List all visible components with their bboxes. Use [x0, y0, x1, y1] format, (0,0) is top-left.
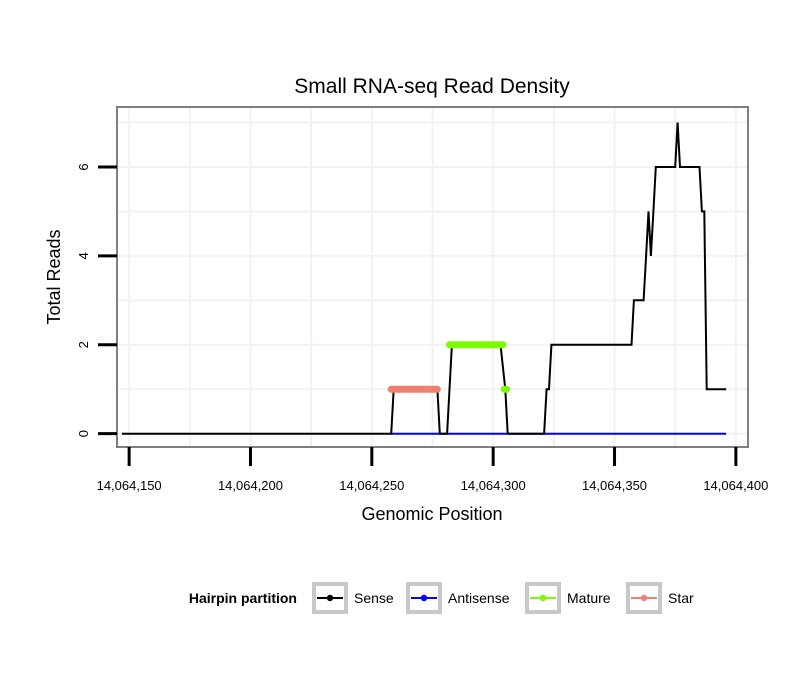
- y-tick-label: 0: [76, 430, 91, 437]
- legend-label: Mature: [567, 590, 611, 606]
- legend-label: Star: [668, 590, 694, 606]
- legend-label: Sense: [354, 590, 394, 606]
- y-tick-label: 2: [76, 341, 91, 348]
- chart-title: Small RNA-seq Read Density: [294, 75, 570, 98]
- legend-key-point: [539, 594, 547, 602]
- series-sense-line: [121, 122, 727, 435]
- legend-title: Hairpin partition: [189, 590, 297, 606]
- legend-key-point: [420, 594, 428, 602]
- legend-item-sense: Sense: [312, 582, 394, 614]
- x-tick-label: 14,064,200: [218, 478, 283, 493]
- legend-key-point: [640, 594, 648, 602]
- x-tick-label: 14,064,350: [582, 478, 647, 493]
- y-axis: 0 2 4 6: [76, 163, 117, 437]
- legend-label: Antisense: [448, 590, 510, 606]
- legend-item-mature: Mature: [525, 582, 611, 614]
- plot-panel-border: [116, 106, 749, 448]
- x-tick-label: 14,064,400: [703, 478, 768, 493]
- y-tick-label: 4: [76, 252, 91, 259]
- x-tick-label: 14,064,250: [339, 478, 404, 493]
- legend-key-point: [326, 594, 334, 602]
- x-tick-label: 14,064,150: [97, 478, 162, 493]
- x-axis-title: Genomic Position: [361, 504, 502, 524]
- y-tick-label: 6: [76, 163, 91, 170]
- grid: [117, 107, 748, 447]
- legend-item-antisense: Antisense: [406, 582, 510, 614]
- y-axis-title: Total Reads: [44, 229, 64, 324]
- series-layer: [121, 122, 727, 435]
- x-axis: 14,064,150 14,064,200 14,064,250 14,064,300…: [97, 447, 768, 493]
- legend-item-star: Star: [626, 582, 694, 614]
- legend: Hairpin partition Sense Antisense Mature Sta…: [189, 582, 694, 614]
- x-tick-label: 14,064,300: [461, 478, 526, 493]
